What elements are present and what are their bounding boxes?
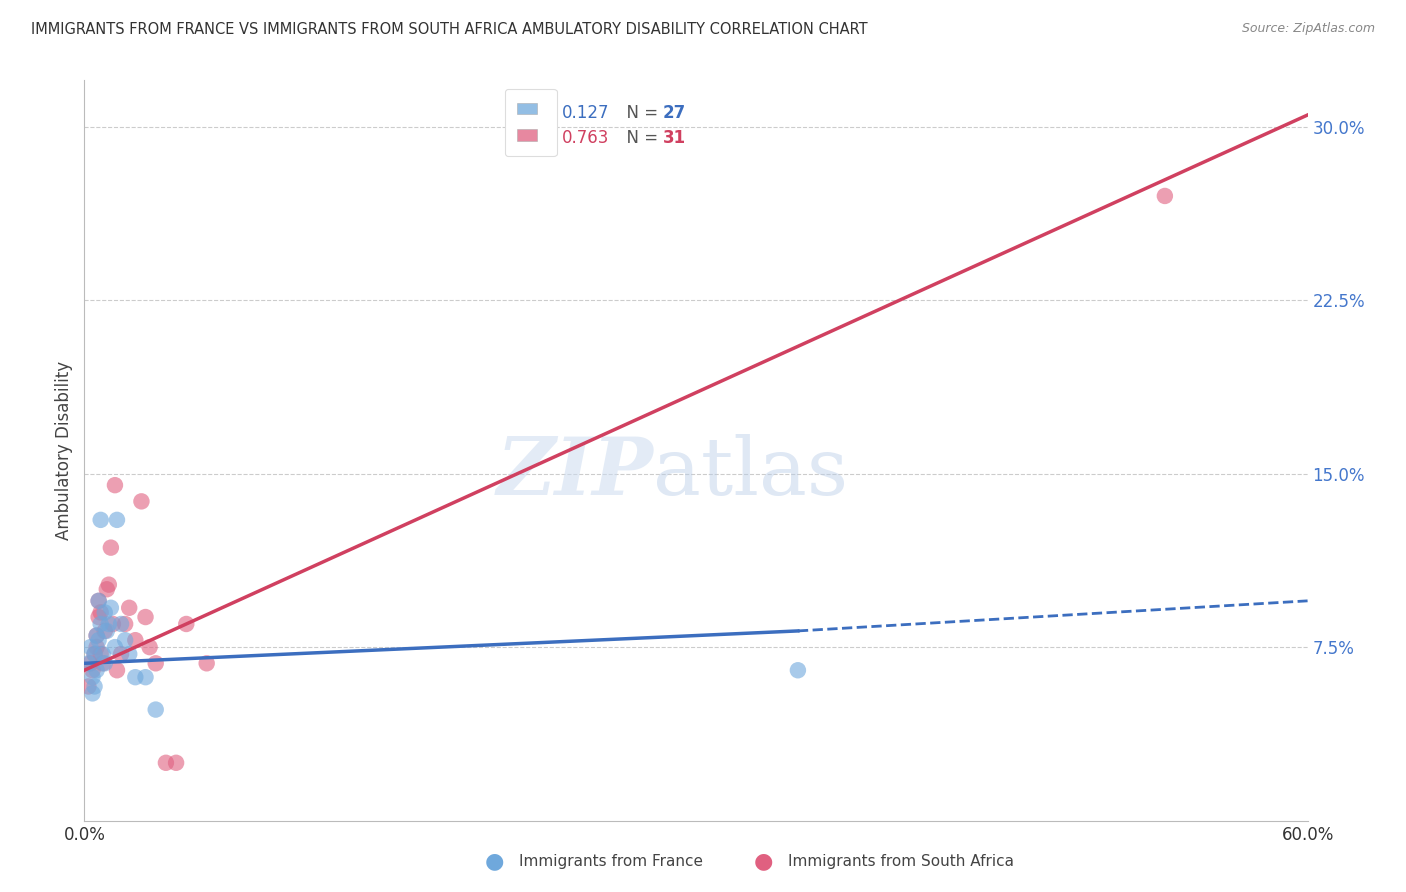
Point (82, 670, 104, 684)
Point (86, 640, 108, 654)
Point (90, 647, 112, 661)
Point (77, 657, 100, 671)
Point (101, 617, 124, 632)
Point (110, 617, 132, 632)
Point (87, 633, 110, 648)
Point (79, 640, 101, 654)
Y-axis label: Ambulatory Disability: Ambulatory Disability (55, 361, 73, 540)
Point (82, 663, 104, 677)
Point (86, 628, 108, 642)
Point (97, 617, 120, 632)
Point (91, 657, 114, 671)
Point (87, 594, 110, 608)
Point (145, 657, 167, 671)
Point (114, 617, 136, 632)
Text: ●: ● (754, 851, 773, 871)
Point (118, 647, 141, 661)
Point (86, 628, 108, 642)
Point (91, 647, 114, 661)
Point (155, 756, 177, 770)
Point (145, 703, 167, 717)
Point (195, 657, 218, 671)
Point (110, 647, 132, 661)
Text: Immigrants from South Africa: Immigrants from South Africa (787, 854, 1014, 869)
Point (124, 633, 146, 648)
Text: atlas: atlas (654, 434, 848, 512)
Point (104, 640, 127, 654)
Text: 0.763: 0.763 (561, 129, 609, 147)
Text: Source: ZipAtlas.com: Source: ZipAtlas.com (1241, 22, 1375, 36)
Point (114, 633, 136, 648)
Point (787, 663, 810, 677)
Point (97, 577, 120, 591)
Point (118, 600, 141, 615)
Text: R =: R = (519, 129, 554, 147)
Point (1154, 189, 1177, 203)
Point (93, 606, 115, 620)
Point (105, 513, 128, 527)
Point (77, 680, 100, 694)
Point (124, 670, 146, 684)
Text: Immigrants from France: Immigrants from France (519, 854, 703, 869)
Text: IMMIGRANTS FROM FRANCE VS IMMIGRANTS FROM SOUTH AFRICA AMBULATORY DISABILITY COR: IMMIGRANTS FROM FRANCE VS IMMIGRANTS FRO… (31, 22, 868, 37)
Point (86, 663, 108, 677)
Point (82, 686, 104, 700)
Point (87, 594, 110, 608)
Text: R =: R = (519, 103, 554, 122)
Point (83, 647, 105, 661)
Point (104, 478, 127, 492)
Point (96, 582, 118, 597)
Point (165, 756, 187, 770)
Point (174, 617, 197, 632)
Point (100, 600, 122, 615)
Point (135, 610, 157, 624)
Legend: , : , (505, 88, 557, 156)
Point (93, 624, 115, 638)
Point (138, 640, 160, 654)
Point (83, 647, 105, 661)
Point (90, 513, 112, 527)
Point (79, 657, 101, 671)
Point (96, 624, 118, 638)
Text: N =: N = (616, 103, 664, 122)
Text: 27: 27 (664, 103, 686, 122)
Point (90, 606, 112, 620)
Text: ZIP: ZIP (496, 434, 654, 511)
Point (135, 670, 157, 684)
Text: N =: N = (616, 129, 664, 147)
Text: 31: 31 (664, 129, 686, 147)
Point (105, 663, 128, 677)
Point (83, 680, 105, 694)
Text: ●: ● (485, 851, 503, 871)
Point (93, 657, 115, 671)
Point (87, 610, 110, 624)
Text: 0.127: 0.127 (561, 103, 609, 122)
Point (100, 541, 122, 555)
Point (131, 494, 153, 508)
Point (90, 617, 112, 632)
